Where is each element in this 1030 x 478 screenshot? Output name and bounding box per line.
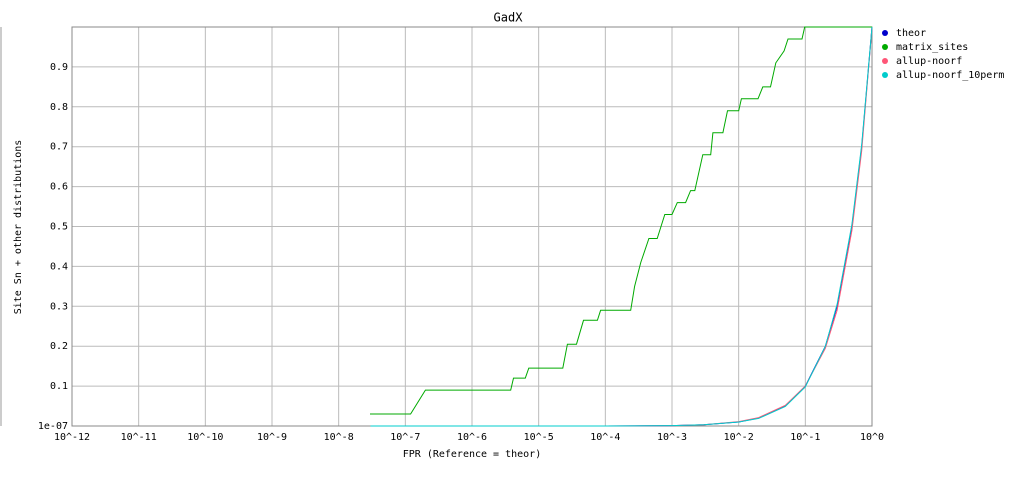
x-axis-label: FPR (Reference = theor) [403,449,541,460]
y-tick-label: 0.1 [50,381,68,392]
series-line [370,26,872,415]
x-tick-label: 10^-4 [590,432,620,443]
y-tick-label: 0.7 [50,142,68,153]
legend-label: allup-noorf_10perm [896,70,1004,81]
legend-label: theor [896,28,926,39]
chart-title: GadX [494,11,524,25]
legend-marker [882,30,888,36]
y-tick-label: 0.8 [50,102,68,113]
series-line [370,26,873,427]
x-tick-label: 10^-10 [187,432,223,443]
x-tick-label: 10^0 [860,432,884,443]
y-tick-label: 0.9 [50,62,68,73]
x-tick-label: 10^-2 [724,432,754,443]
y-tick-label: 0.2 [50,341,68,352]
x-tick-label: 10^-3 [657,432,687,443]
y-axis-label: Site Sn + other distributions [13,140,24,315]
x-tick-label: 10^-11 [121,432,157,443]
y-tick-label: 0.3 [50,301,68,312]
legend-label: allup-noorf [896,56,962,67]
y-tick-label: 1e-07 [38,421,68,432]
legend-label: matrix_sites [896,42,968,53]
x-tick-label: 10^-7 [390,432,420,443]
x-tick-label: 10^-8 [324,432,354,443]
x-tick-label: 10^-12 [54,432,90,443]
x-tick-label: 10^-9 [257,432,287,443]
legend-marker [882,72,888,78]
y-tick-label: 0.5 [50,222,68,233]
legend-marker [882,44,888,50]
y-tick-label: 0.6 [50,182,68,193]
x-tick-label: 10^-1 [790,432,820,443]
legend-marker [882,58,888,64]
x-tick-label: 10^-5 [524,432,554,443]
x-tick-label: 10^-6 [457,432,487,443]
y-tick-label: 0.4 [50,261,68,272]
